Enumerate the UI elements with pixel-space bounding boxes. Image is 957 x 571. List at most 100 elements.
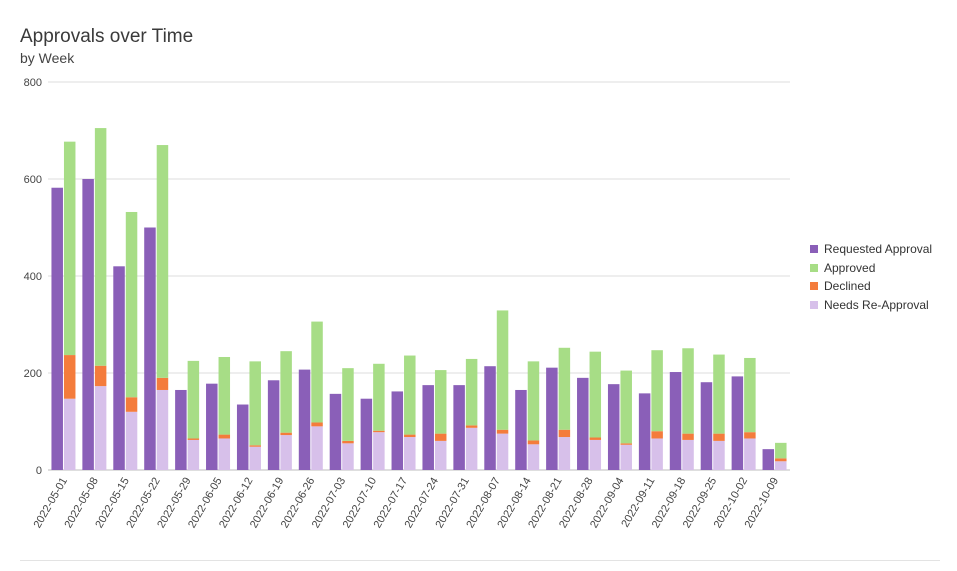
bar-needs-re-approval	[280, 435, 292, 470]
bar-needs-re-approval	[496, 433, 509, 470]
y-tick-label: 600	[24, 174, 42, 186]
bar-approved	[496, 310, 509, 430]
bar-approved	[63, 141, 76, 356]
bar-needs-re-approval	[620, 444, 632, 470]
bar-approved	[249, 361, 261, 446]
bar-requested-approval	[206, 383, 218, 470]
bar-approved	[589, 351, 602, 438]
bar-requested-approval	[546, 367, 558, 470]
bar-declined	[125, 397, 138, 412]
bar-requested-approval	[144, 227, 156, 470]
bar-declined	[589, 437, 602, 440]
bar-approved	[558, 347, 571, 430]
bar-requested-approval	[51, 187, 63, 471]
legend-item-declined[interactable]: Declined	[810, 277, 932, 296]
bar-requested-approval	[329, 393, 342, 470]
bar-needs-re-approval	[775, 461, 787, 470]
bar-declined	[558, 429, 571, 438]
bar-needs-re-approval	[125, 411, 138, 470]
chart-title: Approvals over Time	[20, 26, 194, 47]
bar-approved	[434, 370, 447, 434]
bar-declined	[94, 365, 107, 387]
bar-requested-approval	[700, 382, 713, 470]
bar-declined	[342, 440, 354, 444]
bar-requested-approval	[577, 377, 589, 470]
bar-declined	[465, 425, 478, 428]
bar-declined	[218, 434, 231, 439]
y-tick-label: 0	[36, 465, 42, 477]
bar-requested-approval	[453, 385, 465, 470]
bar-requested-approval	[267, 380, 280, 470]
legend-item-needs-re-approval[interactable]: Needs Re-Approval	[810, 296, 932, 315]
bar-needs-re-approval	[434, 440, 447, 470]
bar-declined	[249, 445, 261, 447]
bar-declined	[311, 422, 323, 427]
y-tick-label: 200	[24, 368, 42, 380]
chart-subtitle: by Week	[20, 50, 75, 66]
bar-requested-approval	[638, 393, 651, 470]
bar-requested-approval	[236, 404, 249, 470]
bar-requested-approval	[669, 372, 682, 470]
bar-approved	[713, 354, 725, 434]
bar-needs-re-approval	[651, 438, 663, 470]
bar-needs-re-approval	[94, 386, 107, 470]
bar-approved	[404, 355, 416, 435]
bar-declined	[775, 458, 787, 462]
bar-requested-approval	[113, 266, 125, 470]
bar-requested-approval	[82, 179, 94, 470]
bar-approved	[311, 321, 323, 423]
bar-needs-re-approval	[342, 443, 354, 470]
bar-approved	[744, 357, 756, 433]
bar-declined	[496, 429, 509, 434]
bar-approved	[342, 368, 354, 441]
bar-declined	[527, 440, 540, 445]
y-tick-label: 800	[24, 77, 42, 89]
bar-needs-re-approval	[713, 440, 725, 470]
bar-approved	[465, 358, 478, 426]
bar-declined	[651, 431, 663, 439]
bar-declined	[156, 377, 169, 390]
bar-requested-approval	[391, 391, 404, 470]
bar-declined	[713, 433, 725, 441]
bar-needs-re-approval	[156, 389, 169, 470]
bar-declined	[404, 434, 416, 438]
bar-needs-re-approval	[527, 444, 540, 470]
legend-swatch-needs-re-approval	[810, 300, 818, 309]
bar-needs-re-approval	[558, 437, 571, 470]
bar-needs-re-approval	[249, 446, 261, 470]
bar-approved	[94, 128, 107, 366]
legend-label-needs-re-approval: Needs Re-Approval	[824, 297, 929, 312]
legend-swatch-declined	[810, 282, 818, 291]
bar-needs-re-approval	[465, 427, 478, 470]
bar-requested-approval	[360, 398, 373, 470]
bar-needs-re-approval	[682, 439, 694, 470]
bar-approved	[218, 356, 231, 435]
bar-approved	[187, 360, 200, 439]
bottom-divider	[20, 560, 940, 561]
bar-needs-re-approval	[311, 426, 323, 470]
bar-approved	[620, 370, 632, 444]
bar-approved	[125, 211, 138, 398]
legend-swatch-requested-approval	[810, 245, 818, 254]
bar-declined	[682, 433, 694, 440]
legend-item-approved[interactable]: Approved	[810, 259, 932, 278]
chart-legend: Requested Approval Approved Declined Nee…	[810, 240, 932, 314]
bar-approved	[373, 363, 385, 431]
bar-approved	[527, 361, 540, 441]
legend-label-requested-approval: Requested Approval	[824, 242, 933, 257]
bar-needs-re-approval	[744, 438, 756, 470]
bar-declined	[63, 355, 76, 399]
bar-requested-approval	[762, 449, 775, 470]
bar-declined	[620, 443, 632, 445]
bar-requested-approval	[484, 366, 496, 470]
bar-approved	[775, 442, 787, 459]
bar-needs-re-approval	[373, 432, 385, 470]
bar-declined	[744, 432, 756, 439]
bar-requested-approval	[175, 389, 187, 470]
bar-needs-re-approval	[589, 439, 602, 470]
bar-approved	[280, 351, 292, 433]
legend-item-requested-approval[interactable]: Requested Approval	[810, 240, 932, 259]
y-tick-label: 400	[24, 271, 42, 283]
bar-approved	[682, 348, 694, 434]
